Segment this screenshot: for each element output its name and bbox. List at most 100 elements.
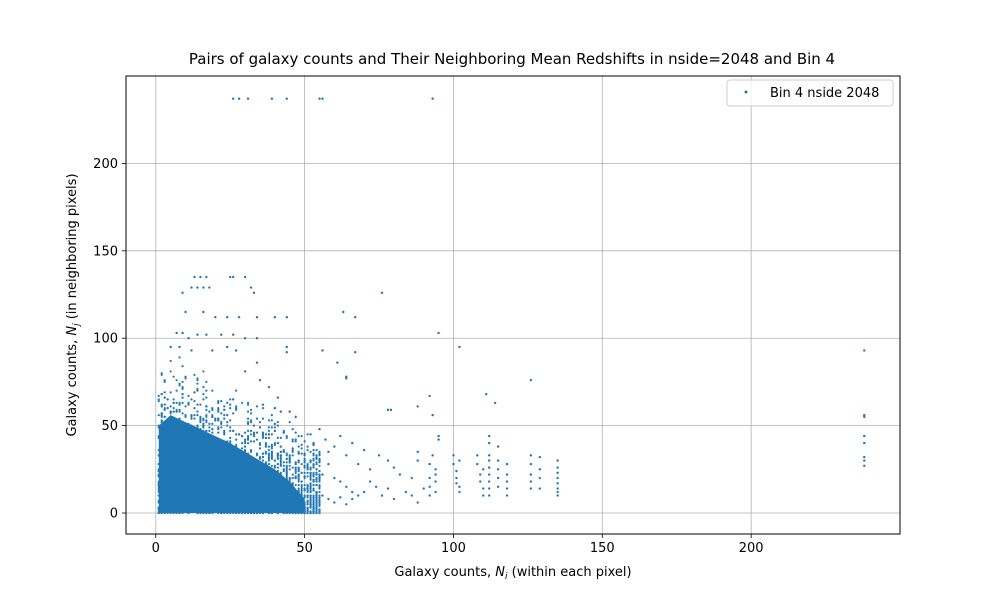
scatter-point (214, 454, 217, 457)
scatter-point (202, 310, 205, 314)
scatter-point (294, 501, 297, 504)
scatter-point (392, 466, 396, 469)
scatter-point (184, 471, 187, 474)
scatter-point (166, 429, 169, 432)
scatter-point (178, 459, 181, 462)
scatter-point (267, 511, 270, 515)
scatter-point (291, 503, 294, 506)
scatter-point (196, 473, 199, 476)
scatter-point (214, 316, 217, 319)
scatter-point (270, 445, 273, 448)
scatter-point (223, 408, 226, 411)
scatter-point (264, 443, 268, 446)
scatter-point (300, 447, 303, 450)
dense-point-cloud (157, 356, 321, 515)
scatter-point (187, 485, 190, 488)
scatter-point (279, 457, 282, 460)
scatter-point (175, 504, 178, 508)
scatter-point (389, 408, 393, 412)
scatter-point (288, 489, 291, 492)
scatter-point (485, 392, 488, 396)
scatter-point (181, 393, 184, 396)
scatter-point (199, 478, 202, 481)
scatter-point (229, 499, 232, 502)
scatter-point (309, 471, 312, 474)
scatter-point (267, 503, 270, 506)
scatter-point (261, 476, 265, 480)
scatter-point (243, 440, 247, 443)
scatter-point (243, 438, 247, 441)
scatter-point (211, 428, 214, 431)
scatter-point (264, 497, 268, 501)
scatter-point (169, 497, 172, 501)
scatter-point (205, 445, 208, 448)
scatter-point (226, 466, 229, 469)
scatter-point (255, 499, 259, 502)
scatter-point (285, 473, 288, 476)
scatter-point (220, 333, 223, 336)
scatter-point (294, 503, 297, 506)
scatter-point (169, 391, 172, 394)
scatter-point (249, 511, 253, 515)
scatter-point (261, 431, 265, 434)
scatter-point (238, 506, 241, 509)
scatter-point (252, 494, 256, 497)
scatter-point (184, 492, 187, 495)
scatter-point (273, 480, 276, 483)
scatter-point (190, 497, 193, 501)
scatter-point (169, 504, 172, 508)
scatter-point (205, 419, 208, 422)
scatter-point (169, 489, 172, 492)
scatter-point (193, 448, 196, 452)
scatter-point (217, 504, 220, 508)
scatter-point (220, 412, 223, 415)
scatter-point (238, 487, 241, 490)
scatter-point (270, 414, 273, 417)
scatter-point (258, 447, 262, 450)
scatter-point (312, 504, 315, 508)
scatter-point (312, 497, 315, 501)
scatter-point (199, 487, 202, 490)
scatter-point (214, 471, 217, 474)
scatter-point (261, 478, 265, 481)
scatter-point (312, 503, 315, 506)
scatter-point (232, 412, 235, 415)
scatter-point (163, 482, 166, 485)
scatter-point (276, 503, 279, 506)
scatter-point (202, 492, 205, 495)
scatter-point (312, 443, 315, 446)
scatter-point (252, 506, 256, 509)
scatter-point (232, 471, 235, 474)
scatter-point (184, 496, 187, 499)
scatter-point (226, 414, 229, 417)
scatter-point (229, 510, 232, 513)
scatter-point (270, 483, 273, 487)
scatter-point (306, 508, 309, 511)
scatter-point (160, 405, 163, 408)
scatter-point (229, 429, 232, 432)
scatter-point (279, 454, 282, 457)
scatter-point (235, 457, 238, 460)
scatter-point (315, 462, 318, 466)
scatter-point (205, 441, 208, 445)
scatter-point (160, 501, 163, 504)
scatter-point (211, 482, 214, 485)
scatter-point (175, 496, 178, 499)
scatter-point (294, 496, 297, 499)
scatter-point (246, 510, 250, 513)
scatter-point (229, 503, 232, 506)
scatter-point (237, 316, 241, 319)
scatter-point (178, 511, 181, 515)
scatter-point (199, 476, 202, 480)
scatter-point (505, 494, 509, 497)
scatter-point (309, 485, 312, 489)
scatter-point (217, 475, 220, 478)
scatter-point (300, 487, 303, 490)
scatter-point (279, 483, 282, 487)
scatter-point (208, 452, 211, 455)
scatter-point (309, 473, 312, 476)
scatter-point (187, 475, 190, 478)
scatter-point (211, 443, 214, 446)
scatter-point (169, 499, 172, 502)
scatter-point (211, 510, 214, 513)
